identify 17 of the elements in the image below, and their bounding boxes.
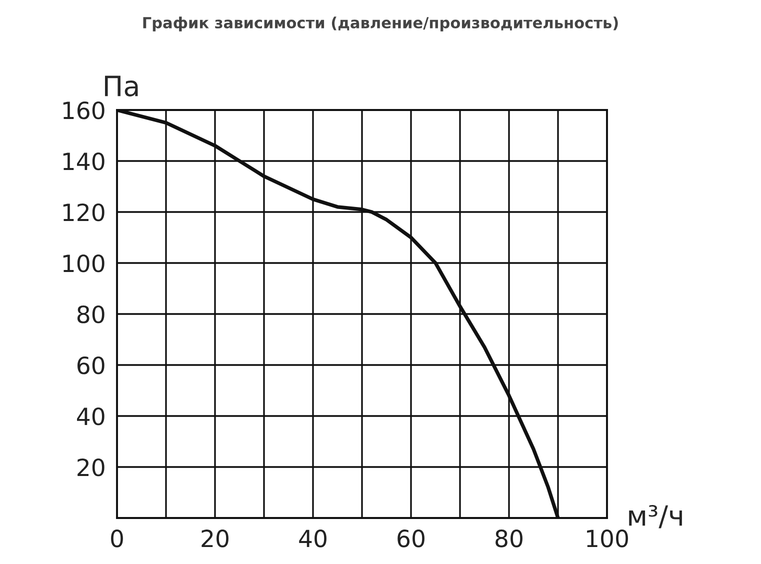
y-tick-label: 40 [77,407,104,426]
x-tick-label: 80 [496,530,522,548]
x-tick-label: 20 [202,530,228,548]
x-tick-label: 40 [299,530,326,548]
y-tick-label: 120 [63,203,104,222]
chart-title: График зависимости (давление/производительность) [143,16,618,32]
y-tick-label: 160 [63,101,104,120]
y-tick-label: 80 [77,305,104,324]
x-tick-label: 0 [111,530,123,548]
y-tick-label: 20 [78,458,104,476]
x-tick-label: 60 [398,530,424,548]
y-tick-label: 60 [77,356,104,374]
y-axis-title: Па [105,76,138,96]
x-tick-label: 100 [587,530,628,548]
y-tick-label: 140 [63,152,104,170]
x-axis-title: м³/ч [629,505,682,528]
y-tick-label: 100 [63,254,104,272]
